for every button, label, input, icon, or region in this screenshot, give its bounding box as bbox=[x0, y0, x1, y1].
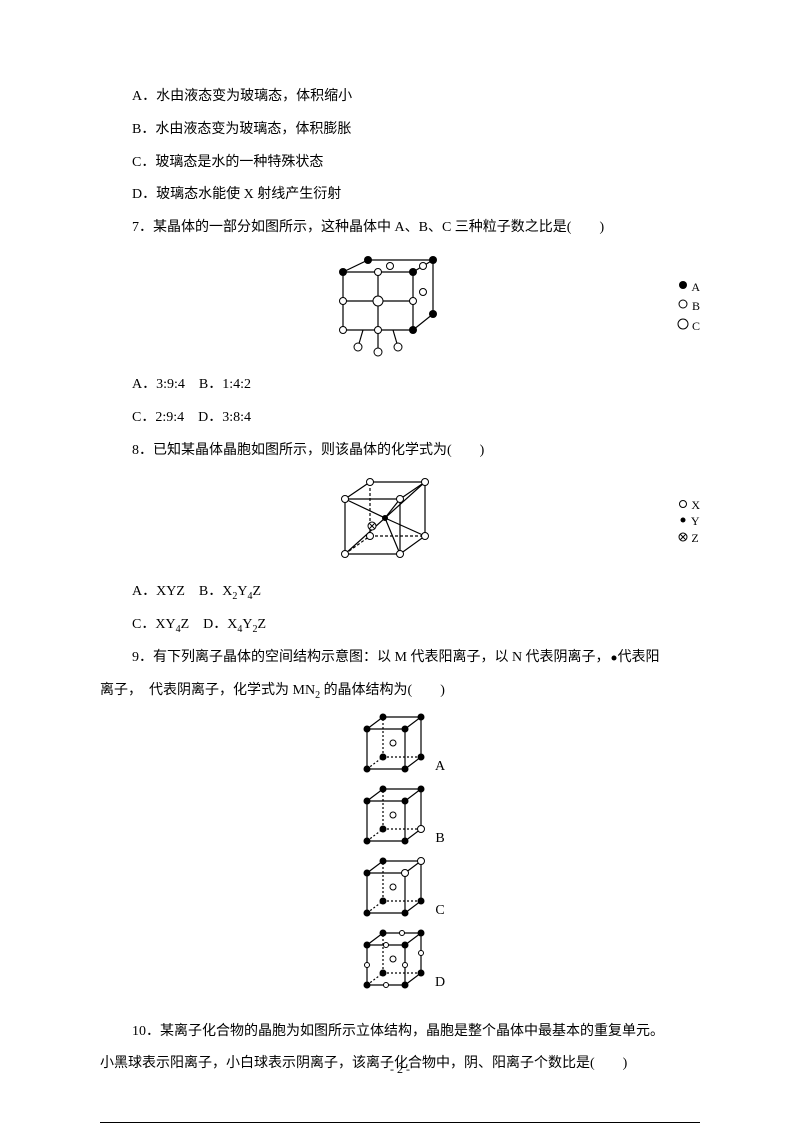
q9-t1b: 代表阳 bbox=[618, 650, 660, 665]
legend-y: Y bbox=[691, 514, 700, 528]
q7-legend: A B C bbox=[677, 278, 700, 336]
legend-a: A bbox=[691, 280, 700, 294]
option-c: C．玻璃态是水的一种特殊状态 bbox=[100, 148, 700, 179]
q9-t1: 9．有下列离子晶体的空间结构示意图：以 M 代表阳离子，以 N 代表阴离子， bbox=[132, 650, 610, 665]
q8-r1-c: Z bbox=[252, 584, 261, 599]
q9-cube-b bbox=[355, 783, 433, 855]
q8-figure bbox=[330, 474, 440, 569]
page-number: - 2 - bbox=[0, 1056, 800, 1082]
q8-options-2: C．XY4Z D．X4Y2Z bbox=[100, 610, 700, 641]
q8-r1-a: A．XYZ B．X bbox=[132, 584, 232, 599]
q8-figure-wrap: X Y Z bbox=[100, 468, 700, 575]
option-b: B．水由液态变为玻璃态，体积膨胀 bbox=[100, 115, 700, 146]
q8-r2-a: C．XY bbox=[132, 617, 176, 632]
q8-r2-d: Z bbox=[257, 617, 266, 632]
option-d: D．玻璃态水能使 X 射线产生衍射 bbox=[100, 180, 700, 211]
q7-stem: 7．某晶体的一部分如图所示，这种晶体中 A、B、C 三种粒子数之比是( ) bbox=[100, 213, 700, 244]
q10-stem-1: 10．某离子化合物的晶胞为如图所示立体结构，晶胞是整个晶体中最基本的重复单元。 bbox=[100, 1017, 700, 1048]
footer-rule bbox=[100, 1122, 700, 1123]
option-a: A．水由液态变为玻璃态，体积缩小 bbox=[100, 82, 700, 113]
q9-cube-c bbox=[355, 855, 433, 927]
q9-label-a: A bbox=[435, 752, 445, 783]
q7-figure-wrap: A B C bbox=[100, 246, 700, 368]
q9-cube-d bbox=[355, 927, 433, 999]
q9-figures: A B bbox=[100, 711, 700, 999]
q9-stem-2: 离子， 代表阴离子，化学式为 MN2 的晶体结构为( ) bbox=[100, 676, 700, 707]
page-body: A．水由液态变为玻璃态，体积缩小 B．水由液态变为玻璃态，体积膨胀 C．玻璃态是… bbox=[0, 0, 800, 1122]
q8-r1-b: Y bbox=[237, 584, 247, 599]
legend-z: Z bbox=[691, 531, 698, 545]
q9-stem-1: 9．有下列离子晶体的空间结构示意图：以 M 代表阳离子，以 N 代表阴离子， 代表… bbox=[100, 643, 700, 674]
q7-options-1: A．3:9:4 B．1:4:2 bbox=[100, 370, 700, 401]
legend-c: C bbox=[692, 319, 700, 333]
q8-legend: X Y Z bbox=[678, 497, 700, 547]
q8-stem: 8．已知某晶体晶胞如图所示，则该晶体的化学式为( ) bbox=[100, 436, 700, 467]
q8-options-1: A．XYZ B．X2Y4Z bbox=[100, 577, 700, 608]
q9-label-c: C bbox=[435, 896, 444, 927]
q9-t2b: 的晶体结构为( ) bbox=[320, 683, 445, 698]
q9-t2: 离子， 代表阴离子，化学式为 MN bbox=[100, 683, 315, 698]
q8-r2-c: Y bbox=[242, 617, 252, 632]
q8-r2-b: Z D．X bbox=[181, 617, 238, 632]
q7-options-2: C．2:9:4 D．3:8:4 bbox=[100, 403, 700, 434]
q9-label-b: B bbox=[435, 824, 444, 855]
q9-label-d: D bbox=[435, 968, 445, 999]
q9-cube-a bbox=[355, 711, 433, 783]
legend-b: B bbox=[692, 299, 700, 313]
legend-x: X bbox=[691, 498, 700, 512]
q7-figure bbox=[323, 252, 443, 362]
